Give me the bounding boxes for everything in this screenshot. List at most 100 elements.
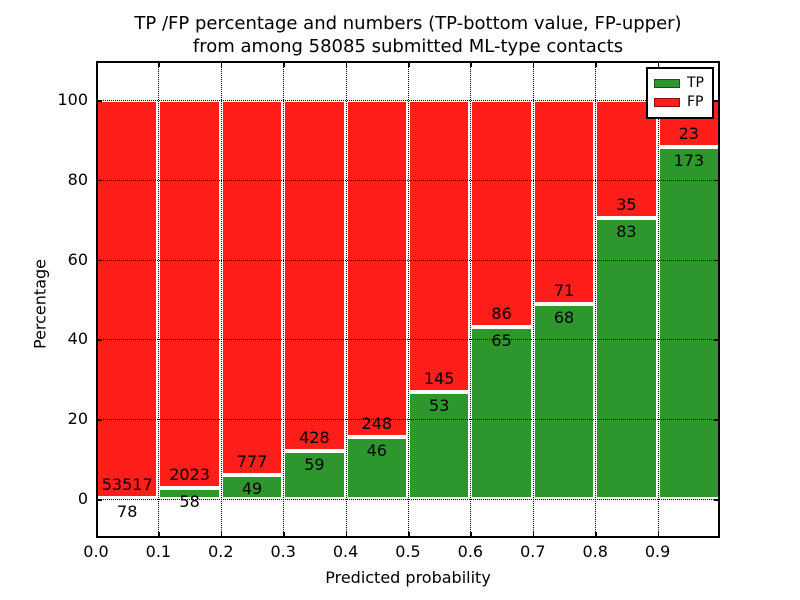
x-tick-top [595, 61, 597, 67]
vertical-gridline [470, 61, 472, 538]
x-tick-label: 0.6 [457, 542, 484, 561]
y-tick-left [96, 259, 102, 262]
x-tick-top [532, 61, 535, 67]
fp-bar-segment [595, 100, 658, 219]
y-tick-label: 60 [67, 249, 88, 269]
legend-row: TP [654, 74, 706, 92]
horizontal-gridline [96, 499, 720, 500]
fp-bar-segment [408, 100, 471, 393]
tp-bar-segment [220, 475, 284, 499]
y-tick-left [96, 179, 102, 182]
fp-bar-segment [220, 100, 284, 476]
horizontal-gridline [96, 419, 720, 421]
horizontal-gridline [96, 339, 720, 341]
vertical-gridline [220, 61, 222, 538]
fp-bar-segment [470, 100, 533, 328]
x-tick-bottom [595, 532, 597, 538]
x-tick-bottom [220, 532, 223, 538]
tp-bar-segment [283, 450, 346, 499]
tp-bar-segment [158, 487, 221, 499]
fp-legend-swatch-icon [654, 97, 680, 107]
x-tick-top [408, 61, 410, 67]
tp-count-label: 58 [179, 491, 200, 511]
x-tick-label: 0.7 [520, 542, 546, 561]
x-tick-label: 0.8 [582, 542, 608, 561]
tp-bar-segment [595, 218, 658, 499]
fp-count-label: 71 [553, 280, 575, 300]
tp-count-label: 46 [366, 440, 387, 460]
tp-bar-segment [657, 146, 720, 499]
fp-count-label: 35 [616, 195, 637, 215]
y-tick-label: 40 [67, 329, 88, 349]
horizontal-gridline [96, 179, 720, 181]
vertical-gridline [657, 61, 659, 538]
x-tick-bottom [408, 532, 410, 538]
x-tick-bottom [532, 532, 535, 538]
y-tick-label: 80 [67, 169, 88, 189]
y-tick-label: 100 [57, 90, 88, 109]
tp-bar-segment [345, 436, 408, 499]
x-tick-label: 0.9 [644, 542, 671, 561]
y-tick-right [714, 339, 720, 341]
legend-label: FP [687, 94, 704, 110]
vertical-gridline [345, 61, 347, 538]
fp-bar-segment [283, 100, 346, 451]
fp-count-label: 145 [423, 369, 455, 389]
x-tick-top [283, 61, 285, 67]
y-tick-label: 0 [77, 489, 88, 508]
chart-title-line2: from among 58085 submitted ML-type conta… [192, 36, 624, 57]
x-tick-bottom [345, 532, 348, 538]
tp-count-label: 173 [673, 150, 705, 170]
y-tick-label: 20 [67, 409, 88, 429]
chart-title-line1: TP /FP percentage and numbers (TP-bottom… [134, 13, 682, 34]
tp-count-label: 65 [491, 331, 512, 351]
tp-bar-segment [408, 392, 471, 499]
fp-count-label: 248 [361, 413, 393, 433]
y-tick-right [714, 259, 720, 262]
x-tick-label: 0.0 [83, 542, 109, 561]
tp-legend-swatch-icon [654, 78, 680, 88]
vertical-gridline [158, 61, 160, 538]
y-tick-left [96, 419, 102, 421]
x-axis-label: Predicted probability [325, 568, 491, 587]
y-tick-right [714, 499, 720, 501]
x-tick-top [657, 61, 660, 67]
fp-bar-segment [158, 100, 221, 488]
tp-count-label: 59 [304, 454, 325, 474]
fp-bar-segment [96, 100, 159, 499]
tp-bar-segment [532, 303, 596, 499]
fp-bar-segment [532, 100, 596, 304]
fp-count-label: 53517 [101, 475, 153, 495]
y-tick-right [714, 419, 720, 421]
fp-count-label: 23 [678, 123, 699, 143]
x-tick-bottom [470, 532, 472, 538]
x-tick-label: 0.5 [395, 542, 421, 561]
vertical-gridline [532, 61, 534, 538]
fp-count-label: 86 [491, 304, 512, 324]
x-tick-top [345, 61, 348, 67]
chart-title: TP /FP percentage and numbers (TP-bottom… [96, 12, 720, 58]
tp-bar-segment [470, 327, 533, 499]
legend-row: FP [654, 93, 706, 111]
vertical-gridline [283, 61, 285, 538]
y-tick-left [96, 499, 102, 501]
y-tick-right [714, 179, 720, 182]
y-tick-left [96, 100, 102, 102]
tp-count-label: 53 [429, 396, 450, 416]
x-tick-label: 0.4 [332, 542, 359, 561]
x-tick-top [220, 61, 223, 67]
x-tick-bottom [657, 532, 660, 538]
horizontal-gridline [96, 100, 720, 101]
x-tick-label: 0.2 [208, 542, 234, 561]
fp-count-label: 2023 [169, 464, 210, 484]
vertical-gridline [408, 61, 409, 538]
fp-count-label: 428 [299, 427, 330, 447]
x-tick-label: 0.1 [145, 542, 172, 561]
tp-count-label: 83 [616, 222, 637, 242]
horizontal-gridline [96, 259, 720, 261]
x-tick-label: 0.3 [270, 542, 296, 561]
tp-count-label: 78 [117, 502, 138, 522]
y-tick-left [96, 339, 102, 341]
x-tick-top [470, 61, 472, 67]
plot-area: 53517 78 2023 58 777 49 428 59 248 46 145 53 86 65 71 6… [96, 61, 720, 538]
